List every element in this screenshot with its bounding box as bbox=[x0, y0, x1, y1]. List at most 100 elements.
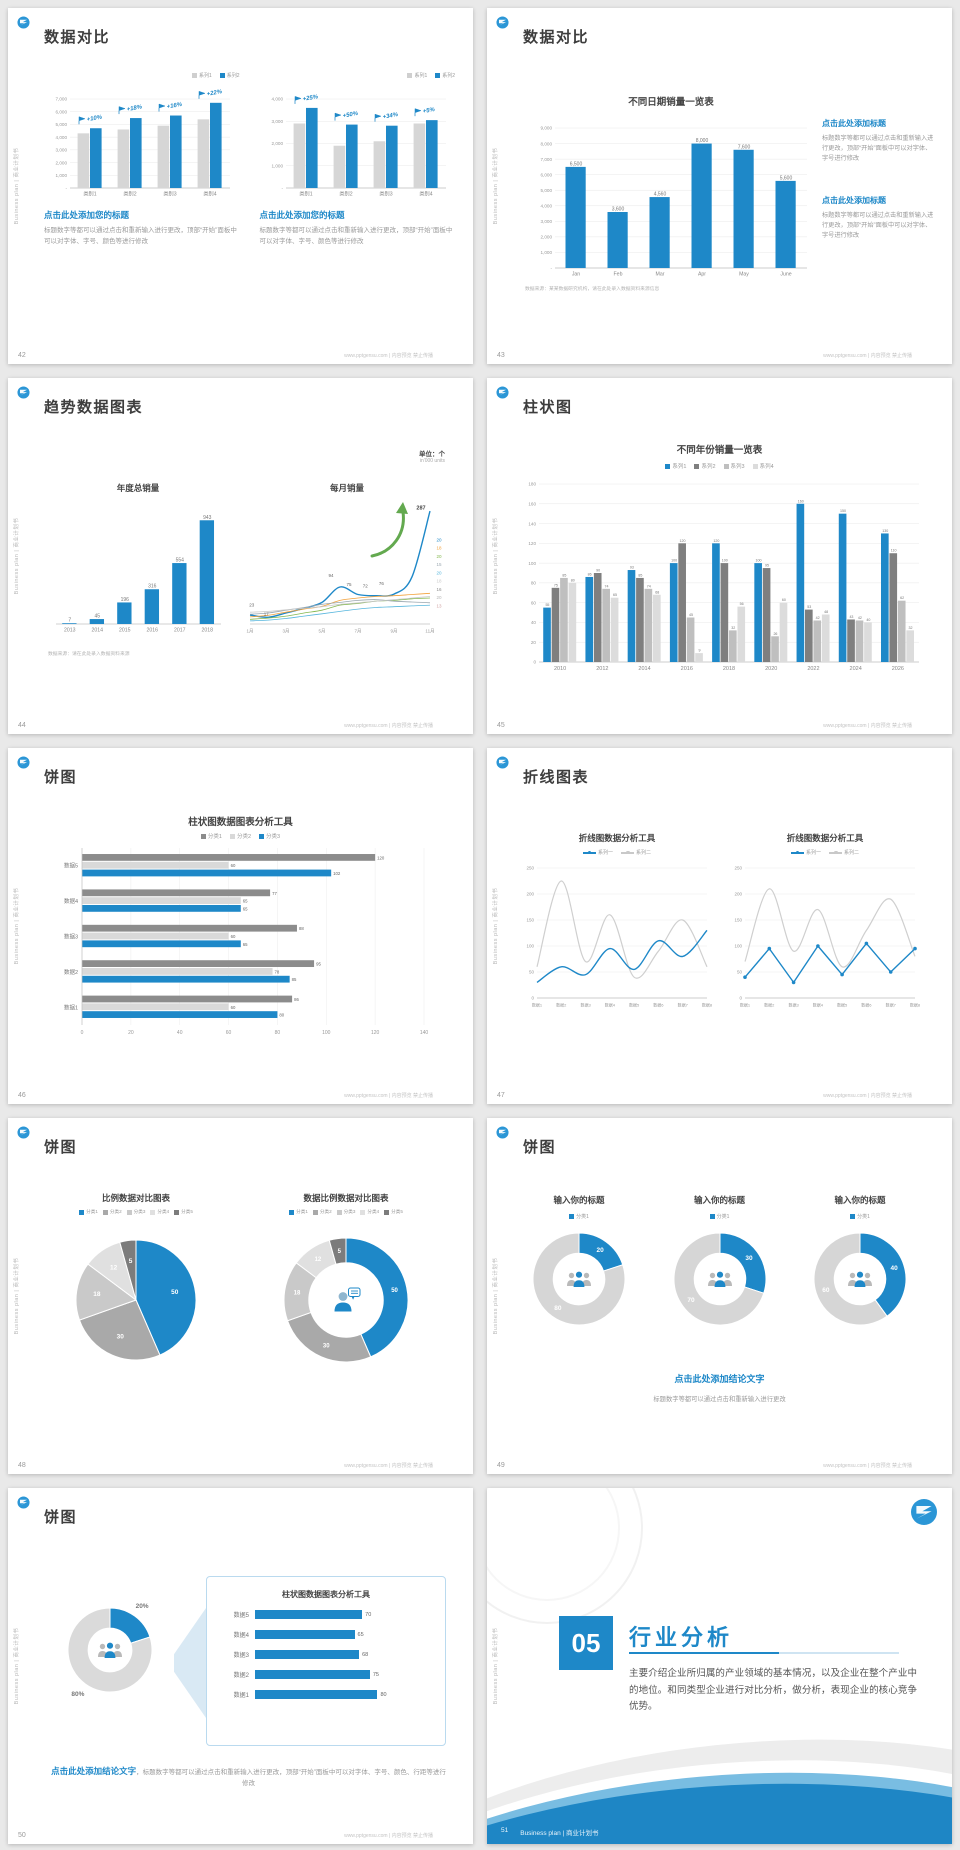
svg-text:3月: 3月 bbox=[282, 629, 289, 635]
svg-text:2,000: 2,000 bbox=[271, 141, 283, 146]
svg-text:2016: 2016 bbox=[146, 628, 158, 634]
svg-text:20: 20 bbox=[436, 570, 442, 575]
svg-text:5,600: 5,600 bbox=[780, 175, 793, 181]
people-group-icon bbox=[97, 1642, 123, 1659]
svg-text:+34%: +34% bbox=[382, 112, 399, 121]
slide-46-thumbnail[interactable]: Business plan | 商业计划书 饼图 柱状图数据图表分析工具 分类1… bbox=[8, 748, 473, 1104]
svg-text:70: 70 bbox=[687, 1297, 695, 1304]
svg-text:140: 140 bbox=[420, 1030, 429, 1036]
comparison-bar-chart: 4,000 3,000 2,000 1,000 - 类别1 +25% 类别2 +50% 类别3 +3… bbox=[260, 81, 456, 199]
svg-text:数据3: 数据3 bbox=[580, 1002, 591, 1008]
brand-logo-icon bbox=[496, 1126, 509, 1139]
pie-chart-panel: 比例数据对比图表 分类1 分类2 分类3 分类4 分类5 50 30 18 12 5 bbox=[36, 1192, 236, 1380]
svg-text:0: 0 bbox=[739, 996, 742, 1001]
svg-text:48: 48 bbox=[824, 610, 828, 614]
svg-text:120: 120 bbox=[713, 539, 719, 543]
svg-text:1,000: 1,000 bbox=[271, 163, 283, 168]
svg-text:65: 65 bbox=[243, 899, 248, 904]
slide-51-thumbnail[interactable]: Business plan | 商业计划书 05 行业分析 主要介绍企业所归属的… bbox=[487, 1488, 952, 1844]
svg-text:数据2: 数据2 bbox=[64, 968, 78, 976]
svg-text:60: 60 bbox=[231, 863, 236, 868]
svg-text:85: 85 bbox=[638, 573, 642, 577]
people-group-icon bbox=[707, 1271, 733, 1288]
site-footer: www.pptgensu.com | 内容预览 禁止传播 bbox=[823, 723, 912, 729]
svg-text:13: 13 bbox=[436, 603, 442, 608]
svg-text:94: 94 bbox=[328, 573, 334, 578]
panel-body: 标题数字等都可以通过点击和重新输入进行更改，顶部“开始”面板中可以对字体、字号、… bbox=[259, 227, 453, 245]
svg-text:5: 5 bbox=[338, 1249, 342, 1255]
svg-text:数据5: 数据5 bbox=[64, 862, 78, 870]
site-footer: www.pptgensu.com | 内容预览 禁止传播 bbox=[823, 1093, 912, 1099]
svg-text:2013: 2013 bbox=[64, 628, 76, 634]
section-description: 主要介绍企业所归属的产业领域的基本情况，以及企业在整个产业中的地位。和同类型企业… bbox=[629, 1668, 917, 1713]
slide-43-thumbnail[interactable]: Business plan | 商业计划书 数据对比 不同日期销量一览表 9,0… bbox=[487, 8, 952, 364]
svg-text:100: 100 bbox=[756, 559, 762, 563]
slide-42-thumbnail[interactable]: Business plan | 商业计划书 数据对比 系列1 系列2 7,000 6… bbox=[8, 8, 473, 364]
svg-text:150: 150 bbox=[526, 918, 534, 923]
svg-text:65: 65 bbox=[243, 906, 248, 911]
svg-text:0: 0 bbox=[533, 660, 536, 665]
section-number: 05 bbox=[559, 1616, 613, 1670]
svg-text:80: 80 bbox=[571, 578, 575, 582]
svg-text:18: 18 bbox=[93, 1291, 101, 1298]
svg-text:200: 200 bbox=[526, 892, 534, 897]
chart-legend: 系列1 系列2 系列3 系列4 bbox=[487, 462, 952, 470]
slide-50-thumbnail[interactable]: Business plan | 商业计划书 饼图 20% 80% 柱状图数据图表分… bbox=[8, 1488, 473, 1844]
annual-sales-bar-chart: 7 2013 45 2014 196 2015 316 2016 554 2017 943 2018 bbox=[48, 500, 228, 635]
site-footer: www.pptgensu.com | 内容预览 禁止传播 bbox=[344, 353, 433, 359]
slide-47-thumbnail[interactable]: Business plan | 商业计划书 折线图表 折线图数据分析工具 系列一… bbox=[487, 748, 952, 1104]
svg-text:45: 45 bbox=[689, 613, 693, 617]
svg-text:数据2: 数据2 bbox=[556, 1002, 567, 1008]
svg-text:110: 110 bbox=[891, 549, 897, 553]
text-block: 点击此处添加标题 标题数字等都可以通过点击和重新输入进行更改，顶部“开始”面板中… bbox=[822, 118, 936, 165]
svg-text:18: 18 bbox=[294, 1291, 301, 1297]
svg-text:75: 75 bbox=[554, 583, 558, 587]
side-watermark: Business plan | 商业计划书 bbox=[493, 1257, 499, 1335]
svg-text:8,000: 8,000 bbox=[541, 141, 553, 146]
svg-text:7,000: 7,000 bbox=[56, 97, 68, 102]
svg-text:7: 7 bbox=[68, 618, 71, 624]
svg-text:6,000: 6,000 bbox=[541, 172, 553, 177]
slide-title: 饼图 bbox=[44, 1509, 78, 1526]
svg-text:250: 250 bbox=[526, 866, 534, 871]
svg-text:Jan: Jan bbox=[572, 272, 580, 278]
svg-text:17: 17 bbox=[264, 612, 270, 617]
svg-text:2016: 2016 bbox=[681, 666, 693, 672]
site-footer: www.pptgensu.com | 内容预览 禁止传播 bbox=[344, 1833, 433, 1839]
svg-text:68: 68 bbox=[655, 590, 659, 594]
slide-44-thumbnail[interactable]: Business plan | 商业计划书 趋势数据图表 单位：个 in'000… bbox=[8, 378, 473, 734]
svg-text:20: 20 bbox=[531, 640, 537, 645]
chart-title: 不同日期销量一览表 bbox=[628, 97, 714, 108]
svg-text:数据8: 数据8 bbox=[702, 1002, 713, 1008]
page-number: 44 bbox=[18, 722, 26, 729]
svg-text:2018: 2018 bbox=[201, 628, 213, 634]
slide-48-thumbnail[interactable]: Business plan | 商业计划书 饼图 比例数据对比图表 分类1 分类2… bbox=[8, 1118, 473, 1474]
svg-text:23: 23 bbox=[249, 602, 255, 607]
svg-text:43: 43 bbox=[849, 615, 853, 619]
svg-text:77: 77 bbox=[272, 891, 277, 896]
callout-triangle bbox=[174, 1608, 206, 1718]
svg-text:7,000: 7,000 bbox=[541, 157, 553, 162]
block-heading: 点击此处添加标题 bbox=[822, 195, 886, 205]
brand-logo-icon bbox=[17, 16, 30, 29]
conclusion-paragraph: 点击此处添加结论文字，标题数字等都可以通过点击和重新输入进行更改，顶部“开始”面… bbox=[48, 1764, 449, 1789]
svg-text:-: - bbox=[65, 186, 67, 191]
svg-text:数据1: 数据1 bbox=[532, 1002, 543, 1008]
panel-heading: 点击此处添加您的标题 bbox=[259, 210, 345, 220]
svg-text:2017: 2017 bbox=[174, 628, 186, 634]
donut-chart-column: 输入你的标题 分类1 20 80 bbox=[517, 1194, 641, 1338]
slide-45-thumbnail[interactable]: Business plan | 商业计划书 柱状图 不同年份销量一览表 系列1 系… bbox=[487, 378, 952, 734]
side-watermark: Business plan | 商业计划书 bbox=[493, 887, 499, 965]
note-text: 标题数字等都可以通过点击和重新输入进行更改 bbox=[653, 1396, 786, 1403]
svg-text:102: 102 bbox=[333, 871, 341, 876]
page-number: 42 bbox=[18, 352, 26, 359]
svg-text:90: 90 bbox=[596, 569, 600, 573]
page-number: 49 bbox=[497, 1462, 505, 1469]
section-title: 行业分析 bbox=[629, 1625, 734, 1650]
svg-text:数据5: 数据5 bbox=[629, 1002, 640, 1008]
slide-49-thumbnail[interactable]: Business plan | 商业计划书 饼图 输入你的标题 分类1 20 80… bbox=[487, 1118, 952, 1474]
svg-text:类别2: 类别2 bbox=[123, 190, 136, 198]
chart-legend: 系列1 系列2 bbox=[260, 72, 455, 79]
svg-text:40: 40 bbox=[866, 618, 870, 622]
svg-text:32: 32 bbox=[909, 626, 913, 630]
